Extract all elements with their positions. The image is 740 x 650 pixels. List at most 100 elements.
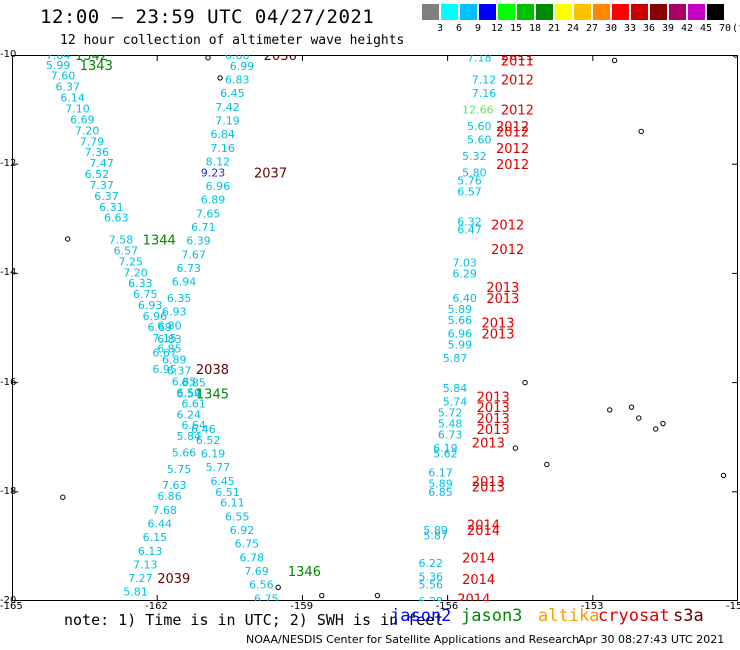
time-label: 2013 (481, 317, 514, 332)
swh-label: 5.77 (206, 461, 231, 474)
colorbar-swatch (460, 4, 477, 20)
colorbar-swatch (536, 4, 553, 20)
legend-altika: altika (538, 606, 600, 626)
colorbar-label: 24 (566, 23, 580, 34)
swh-label: 6.05 (419, 600, 444, 601)
swh-label: 5.89 (423, 524, 448, 537)
colorbar-swatch (688, 4, 705, 20)
swh-label: 8.12 (206, 155, 231, 168)
swh-label: 5.48 (438, 418, 463, 431)
colorbar-swatch (498, 4, 515, 20)
swh-label: 5.84 (177, 430, 202, 443)
lat-tick-label: -12 (0, 158, 17, 170)
swh-label: 7.68 (152, 504, 177, 517)
time-label: 2013 (477, 412, 510, 427)
swh-label: 7.63 (162, 479, 187, 492)
time-label: 2012 (496, 142, 529, 157)
swh-label: 6.17 (428, 467, 453, 480)
swh-label: 5.89 (428, 478, 453, 491)
swh-label: 6.19 (201, 448, 226, 461)
map-title: 12:00 – 23:59 UTC 04/27/2021 (40, 6, 375, 28)
swh-label: 5.62 (433, 448, 458, 461)
swh-label: 6.31 (99, 201, 124, 214)
colorbar-swatch (517, 4, 534, 20)
swh-label: 6.85 (172, 376, 197, 389)
swh-label: 6.83 (157, 333, 182, 346)
island-outline (275, 584, 281, 591)
time-label: 2013 (486, 281, 519, 296)
time-label: 1345 (196, 388, 229, 403)
swh-label: 7.19 (215, 115, 240, 128)
time-label: 1346 (288, 565, 321, 580)
swh-label: 6.14 (60, 92, 85, 105)
colorbar-swatch (479, 4, 496, 20)
swh-label: 6.37 (94, 190, 119, 203)
swh-label: 7.65 (196, 207, 221, 220)
lat-tick-label: -18 (0, 485, 17, 497)
lon-tick-label: -162 (145, 601, 168, 612)
colorbar-swatch (441, 4, 458, 20)
colorbar-label: 42 (680, 23, 694, 34)
time-label: 2014 (462, 551, 495, 566)
swh-label: 6.93 (162, 306, 187, 319)
swh-label: 6.45 (220, 87, 245, 100)
swh-label: 7.69 (244, 565, 269, 578)
swh-label: 6.19 (433, 442, 458, 455)
swh-label: 6.75 (235, 538, 260, 551)
swh-label: 5.32 (462, 150, 487, 163)
colorbar-swatch (669, 4, 686, 20)
island-outline (638, 128, 644, 135)
swh-label: 7.03 (452, 256, 477, 269)
colorbar-swatch (555, 4, 572, 20)
time-label: 2013 (472, 437, 505, 452)
swh-label: 6.28 (419, 595, 444, 601)
time-label: 1344 (143, 234, 176, 249)
swh-label: 5.60 (467, 120, 492, 133)
island-outline (628, 404, 635, 410)
swh-label: 6.51 (215, 486, 240, 499)
swh-label: 6.71 (191, 221, 216, 234)
colorbar-label: 15 (509, 23, 523, 34)
swh-label: 5.81 (123, 586, 148, 599)
swh-label: 6.13 (138, 545, 163, 558)
island-outline (522, 379, 528, 386)
swh-label: 5.56 (419, 579, 444, 592)
colorbar-label: (ft) (731, 23, 740, 34)
colorbar-label: 70 (718, 23, 732, 34)
swh-label: 6.66 (225, 55, 250, 62)
island-outline (611, 57, 618, 64)
swh-label: 6.75 (133, 288, 158, 301)
swh-label: 5.74 (443, 396, 468, 409)
swh-label: 6.40 (452, 292, 477, 305)
swh-label: 7.20 (123, 266, 148, 279)
swh-label: 7.20 (75, 124, 100, 137)
swh-label: 6.85 (157, 343, 182, 356)
swh-label: 6.89 (162, 354, 187, 367)
swh-label: 6.46 (191, 423, 216, 436)
swh-label: 6.99 (230, 60, 255, 73)
time-label: 2012 (496, 120, 529, 135)
swh-label: 6.92 (230, 524, 255, 537)
swh-label: 5.66 (448, 314, 473, 327)
swh-label: 7.47 (89, 157, 114, 170)
island-outline (660, 420, 666, 427)
swh-label: 5.80 (462, 166, 487, 179)
island-outline (217, 75, 223, 81)
swh-label: 7.42 (215, 101, 240, 114)
colorbar-label: 6 (455, 23, 463, 34)
swh-label: 7.79 (80, 135, 105, 148)
colorbar-swatch (574, 4, 591, 20)
colorbar-swatch (707, 4, 724, 20)
swh-label: 6.63 (104, 212, 128, 225)
time-label: 2038 (196, 363, 229, 378)
island-outline (60, 494, 66, 500)
swh-label: 6.96 (206, 180, 231, 193)
swh-label: 6.37 (56, 81, 80, 94)
time-label: 2011 (501, 55, 534, 69)
map-subtitle: 12 hour collection of altimeter wave hei… (60, 33, 405, 48)
time-label: 1343 (80, 59, 113, 74)
time-label: 2012 (491, 218, 524, 233)
swh-label: 6.52 (85, 168, 110, 181)
swh-label: 6.59 (177, 386, 202, 399)
colorbar-label: 33 (623, 23, 637, 34)
